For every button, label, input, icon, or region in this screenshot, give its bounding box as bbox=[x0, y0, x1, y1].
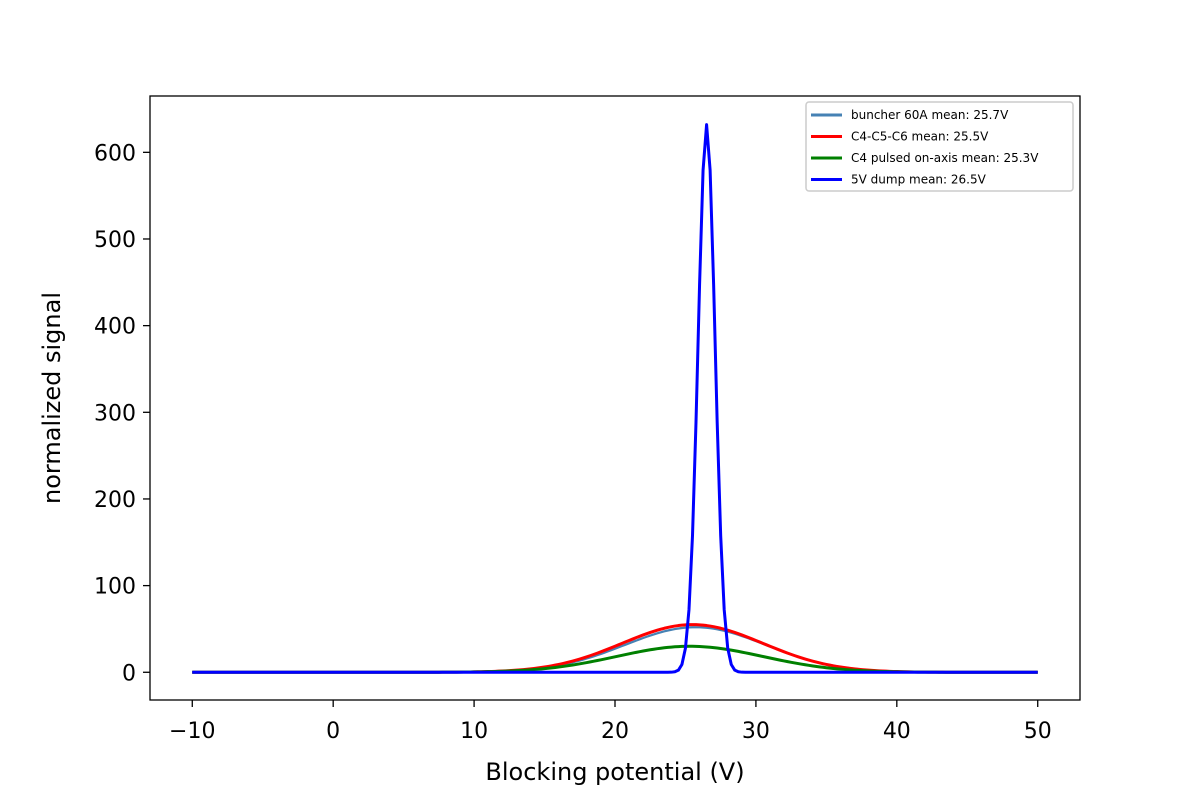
x-tick-label: 50 bbox=[1024, 719, 1052, 744]
x-axis-label: Blocking potential (V) bbox=[485, 758, 744, 786]
y-tick-label: 400 bbox=[94, 315, 136, 340]
y-tick-label: 500 bbox=[94, 228, 136, 253]
series-line-4 bbox=[192, 123, 1038, 674]
x-axis: −10 0 10 20 30 40 50 bbox=[169, 700, 1052, 744]
y-tick-label: 600 bbox=[94, 141, 136, 166]
legend-box bbox=[805, 101, 1074, 192]
y-tick-label: 0 bbox=[122, 661, 136, 686]
series-line-1 bbox=[192, 626, 1038, 674]
legend-label: C4-C5-C6 mean: 25.5V bbox=[851, 130, 989, 144]
x-tick-label: 0 bbox=[326, 719, 340, 744]
legend-label: C4 pulsed on-axis mean: 25.3V bbox=[851, 151, 1039, 165]
legend: buncher 60A mean: 25.7V C4-C5-C6 mean: 25… bbox=[805, 101, 1074, 192]
y-tick-label: 200 bbox=[94, 488, 136, 513]
x-tick-label: −10 bbox=[169, 719, 215, 744]
x-tick-label: 20 bbox=[601, 719, 629, 744]
y-axis: 0 100 200 300 400 500 600 bbox=[94, 141, 150, 686]
x-tick-label: 30 bbox=[742, 719, 770, 744]
legend-label: 5V dump mean: 26.5V bbox=[851, 173, 987, 187]
y-tick-label: 100 bbox=[94, 575, 136, 600]
y-axis-label: normalized signal bbox=[38, 292, 66, 504]
x-tick-label: 40 bbox=[883, 719, 911, 744]
series-line-3 bbox=[192, 644, 1038, 674]
x-tick-label: 10 bbox=[460, 719, 488, 744]
y-tick-label: 300 bbox=[94, 401, 136, 426]
legend-label: buncher 60A mean: 25.7V bbox=[851, 108, 1009, 122]
series-layer bbox=[192, 123, 1038, 674]
